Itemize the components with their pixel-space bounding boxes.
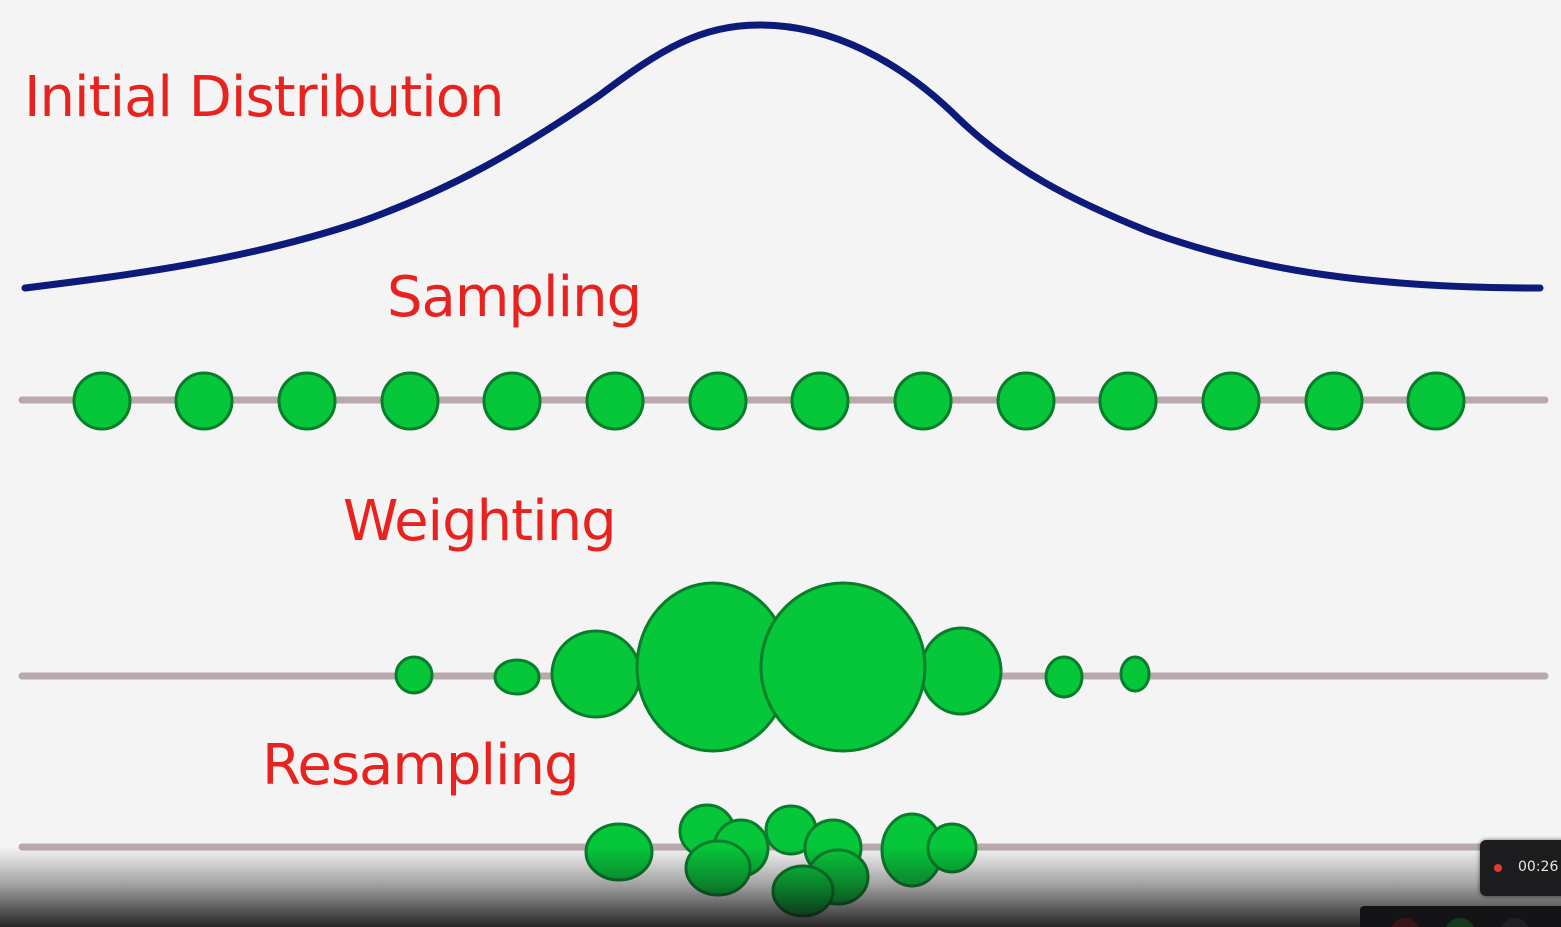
sample-particle [893, 371, 953, 431]
weighted-particle [493, 658, 541, 696]
recording-timer[interactable]: 00:26 [1480, 840, 1561, 896]
pause-record-button[interactable] [1445, 918, 1475, 927]
resampled-particle [584, 822, 654, 882]
weighted-particle [1044, 655, 1084, 699]
resampled-particle [684, 839, 752, 897]
sample-particle [277, 371, 337, 431]
sample-particle [72, 371, 132, 431]
sample-particle [380, 371, 440, 431]
sample-particle [790, 371, 850, 431]
resampled-particle [771, 864, 835, 918]
record-dot-icon [1494, 864, 1502, 872]
stop-record-button[interactable] [1390, 918, 1420, 927]
more-options-button[interactable] [1500, 918, 1530, 927]
resampled-particles [584, 803, 978, 918]
initial-distribution-label: Initial Distribution [24, 65, 504, 130]
sample-particle [1406, 371, 1466, 431]
resampled-particle [926, 822, 978, 874]
resampling-label: Resampling [262, 733, 580, 798]
sampling-particles [72, 371, 1466, 431]
weighted-particle [550, 629, 642, 719]
sample-particle [174, 371, 234, 431]
sample-particle [482, 371, 542, 431]
sample-particle [1201, 371, 1261, 431]
weighted-particles [394, 581, 1151, 753]
sampling-label: Sampling [387, 265, 642, 330]
recording-controls [1360, 906, 1561, 927]
weighted-particle [394, 655, 434, 695]
sample-particle [585, 371, 645, 431]
sample-particle [1304, 371, 1364, 431]
weighted-particle [759, 581, 927, 753]
distribution-curve [21, 21, 1544, 292]
sample-particle [1098, 371, 1158, 431]
weighting-label: Weighting [343, 489, 617, 554]
recording-time: 00:26 [1518, 859, 1559, 875]
weighted-particle [1119, 655, 1151, 693]
sample-particle [996, 371, 1056, 431]
sample-particle [688, 371, 748, 431]
weighted-particle [919, 626, 1003, 716]
